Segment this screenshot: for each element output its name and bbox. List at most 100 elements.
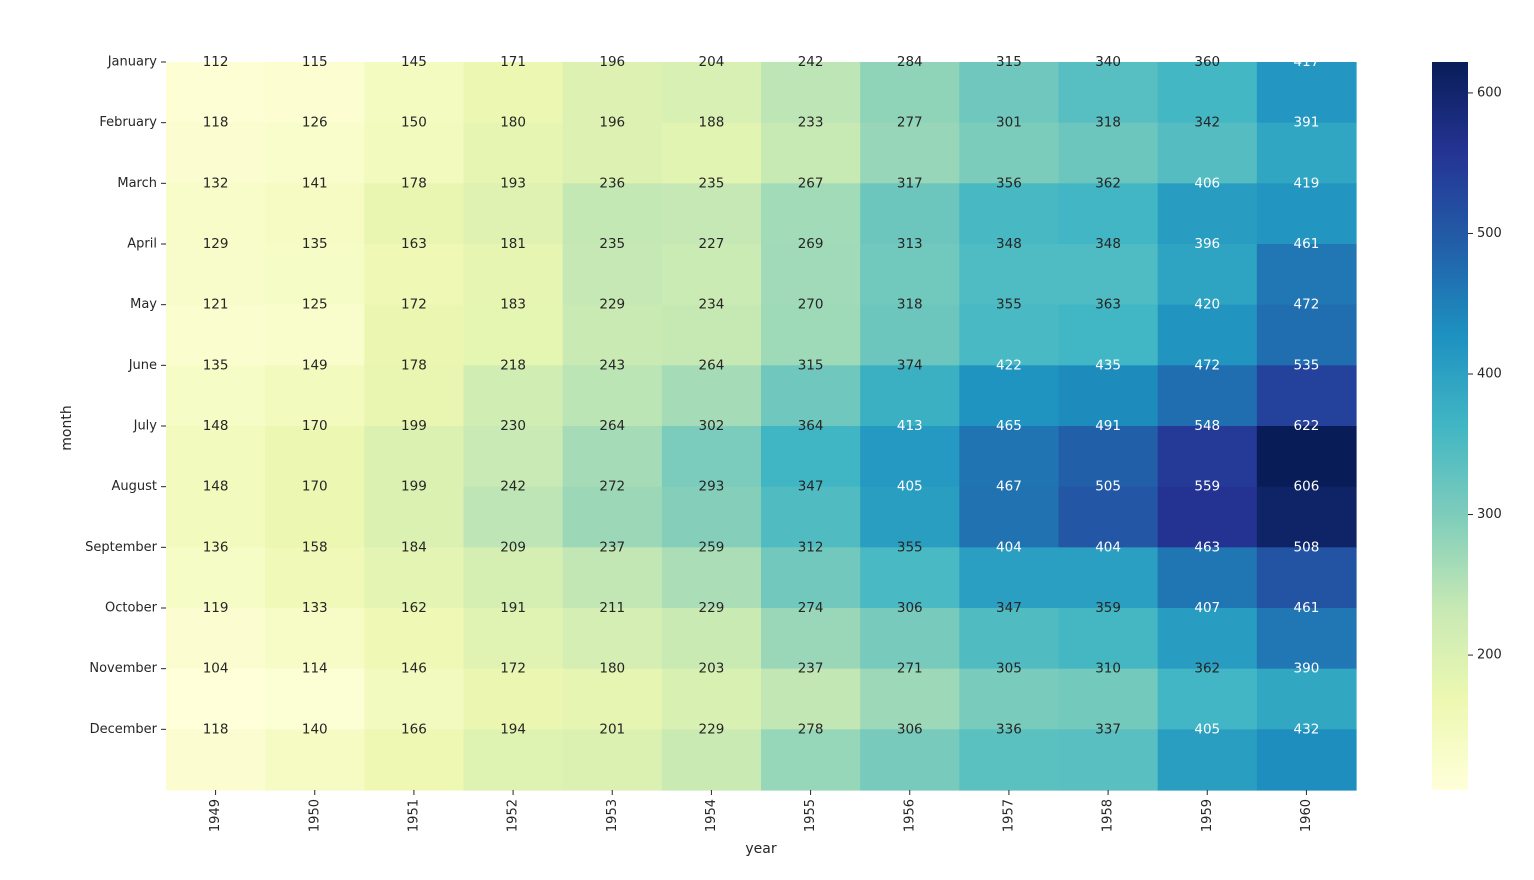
cell-value-label: 234: [699, 297, 725, 313]
heatmap-cell-labels: 112 115 145 171 196 204 242 284 315 340 360 417 118 1…: [203, 54, 1320, 737]
heatmap-cell: [562, 729, 663, 791]
y-tick-label: June: [128, 358, 157, 373]
heatmap-cell: [761, 608, 861, 670]
cell-value-label: 194: [500, 721, 526, 737]
heatmap-cell: [1256, 608, 1357, 670]
cell-value-label: 356: [996, 175, 1022, 191]
cell-value-label: 148: [203, 479, 229, 495]
heatmap-cell: [364, 426, 465, 488]
heatmap-cell: [761, 122, 861, 184]
cell-value-label: 396: [1194, 236, 1220, 252]
heatmap-cell: [1157, 547, 1258, 609]
heatmap-cell: [1157, 365, 1258, 427]
cell-value-label: 178: [401, 357, 427, 373]
cell-value-label: 374: [897, 357, 923, 373]
cell-value-label: 188: [699, 115, 725, 131]
cell-value-label: 359: [1095, 600, 1121, 616]
colorbar-tick-label: 500: [1477, 226, 1502, 241]
heatmap-cell: [1058, 608, 1159, 670]
heatmap-cell: [661, 426, 762, 488]
heatmap-cell: [860, 668, 960, 730]
heatmap-cell: [562, 486, 663, 548]
heatmap-cell: [959, 486, 1060, 548]
x-axis-label: year: [745, 841, 776, 857]
cell-value-label: 148: [203, 418, 229, 434]
cell-value-label: 362: [1194, 661, 1220, 677]
cell-value-label: 146: [401, 661, 427, 677]
heatmap-cell: [860, 244, 960, 306]
cell-value-label: 196: [599, 115, 625, 131]
heatmap-cell: [1058, 244, 1159, 306]
colorbar: [1432, 62, 1468, 790]
heatmap-cell: [1256, 668, 1357, 730]
cell-value-label: 132: [203, 175, 229, 191]
cell-value-label: 420: [1194, 297, 1220, 313]
heatmap-cell: [860, 183, 960, 245]
cell-value-label: 218: [500, 357, 526, 373]
cell-value-label: 104: [203, 661, 229, 677]
heatmap-cell: [661, 62, 762, 124]
cell-value-label: 336: [996, 721, 1022, 737]
heatmap-cell: [364, 608, 465, 670]
cell-value-label: 360: [1194, 54, 1220, 70]
cell-value-label: 405: [1194, 721, 1220, 737]
heatmap-cell: [364, 304, 465, 366]
heatmap-cell: [661, 122, 762, 184]
y-tick-label: May: [130, 297, 157, 312]
cell-value-label: 417: [1294, 54, 1320, 70]
y-tick-label: December: [90, 722, 158, 737]
heatmap-cell: [166, 183, 266, 245]
cell-value-label: 209: [500, 539, 526, 555]
heatmap-cell: [562, 183, 663, 245]
heatmap-cell: [661, 244, 762, 306]
heatmap-cell: [463, 122, 564, 184]
cell-value-label: 606: [1294, 479, 1320, 495]
heatmap-cell: [761, 668, 861, 730]
heatmap-cell: [463, 426, 564, 488]
y-tick-label: July: [133, 419, 158, 434]
heatmap-cell: [1058, 426, 1159, 488]
cell-value-label: 181: [500, 236, 526, 252]
heatmap-cell: [860, 62, 960, 124]
heatmap-cell: [1058, 486, 1159, 548]
cell-value-label: 491: [1095, 418, 1121, 434]
heatmap-cell: [959, 244, 1060, 306]
cell-value-label: 242: [500, 479, 526, 495]
heatmap-cells: [166, 62, 1357, 791]
heatmap-cell: [562, 426, 663, 488]
heatmap-cell: [959, 62, 1060, 124]
heatmap-cell: [1157, 486, 1258, 548]
heatmap-cell: [959, 729, 1060, 791]
heatmap-cell: [463, 62, 564, 124]
heatmap-cell: [463, 668, 564, 730]
cell-value-label: 293: [699, 479, 725, 495]
cell-value-label: 505: [1095, 479, 1121, 495]
cell-value-label: 180: [599, 661, 625, 677]
cell-value-label: 277: [897, 115, 923, 131]
cell-value-label: 259: [699, 539, 725, 555]
x-tick-label: 1951: [406, 799, 421, 832]
heatmap-cell: [265, 668, 365, 730]
x-tick-label: 1949: [208, 799, 223, 832]
heatmap-cell: [661, 547, 762, 609]
y-tick-label: March: [117, 176, 157, 191]
heatmap-cell: [562, 62, 663, 124]
y-tick-label: January: [107, 55, 158, 70]
heatmap-cell: [364, 668, 465, 730]
cell-value-label: 196: [599, 54, 625, 70]
x-tick-label: 1952: [506, 799, 521, 832]
heatmap-cell: [959, 668, 1060, 730]
heatmap-cell: [166, 426, 266, 488]
cell-value-label: 432: [1294, 721, 1320, 737]
cell-value-label: 229: [699, 721, 725, 737]
heatmap-cell: [463, 244, 564, 306]
colorbar-ticks: 200 300 400 500 600: [1468, 85, 1502, 663]
x-tick-label: 1957: [1001, 799, 1016, 832]
colorbar-tick-label: 400: [1477, 367, 1502, 382]
y-tick-label: September: [85, 540, 158, 555]
heatmap-cell: [1157, 304, 1258, 366]
x-tick-label: 1950: [307, 799, 322, 832]
cell-value-label: 193: [500, 175, 526, 191]
cell-value-label: 622: [1294, 418, 1320, 434]
heatmap-cell: [1157, 608, 1258, 670]
